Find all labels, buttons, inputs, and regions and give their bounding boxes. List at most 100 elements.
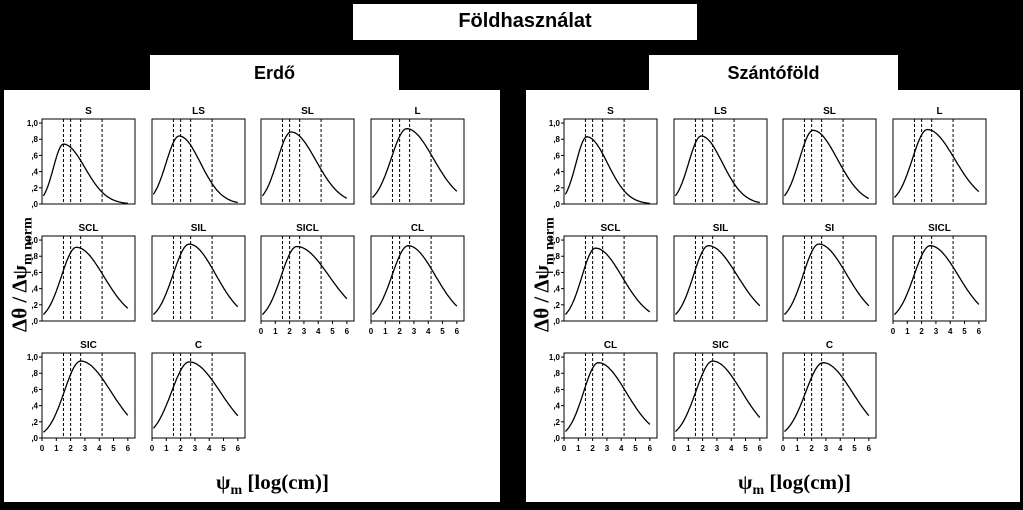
- plot-frame: [370, 118, 465, 205]
- y-tick-label: ,8: [553, 135, 560, 144]
- szantofold-subplot-sl: SL: [782, 106, 877, 205]
- y-tick-label: ,4: [553, 402, 560, 411]
- y-tick-label: ,6: [31, 268, 38, 277]
- x-tick-label: 6: [977, 327, 982, 336]
- series-line-l: [893, 128, 980, 198]
- panel-title-box-left: Erdő: [150, 55, 399, 91]
- szantofold-subplot-s: S ,0 ,2 ,4 ,6 ,8 1,0: [549, 106, 658, 209]
- x-tick-label: 6: [648, 444, 653, 453]
- y-tick-label: ,0: [553, 317, 560, 326]
- x-tick-label: 0: [562, 444, 567, 453]
- y-tick-label: 1,0: [549, 119, 561, 128]
- szantofold-subplot-scl: SCL ,0 ,2 ,4 ,6 ,8 1,0: [549, 223, 658, 326]
- panel-title-box-right: Szántóföld: [649, 55, 898, 91]
- y-tick-label: ,8: [31, 252, 38, 261]
- x-tick-label: 4: [729, 444, 734, 453]
- x-tick-label: 4: [619, 444, 624, 453]
- y-axis-label-left: Δθ / Δψm norm: [7, 217, 36, 332]
- szantofold-subplot-sic: SIC 0 1 2 3 4 5 6: [672, 340, 768, 453]
- subplot-title: SCL: [601, 223, 621, 234]
- plot-frame: [370, 235, 465, 322]
- x-tick-label: 3: [83, 444, 88, 453]
- x-axis-label-right: ψm [log(cm)]: [738, 470, 851, 499]
- y-tick-label: ,2: [553, 418, 560, 427]
- series-line-s: [42, 143, 128, 204]
- series-line-si: [783, 243, 870, 315]
- x-tick-label: 3: [412, 327, 417, 336]
- y-tick-label: 1,0: [549, 236, 561, 245]
- erdo-subplot-s: S ,0 ,2 ,4 ,6 ,8 1,0: [27, 106, 136, 209]
- series-line-scl: [564, 247, 651, 315]
- series-line-sl: [261, 131, 348, 199]
- y-tick-label: ,0: [553, 200, 560, 209]
- x-tick-label: 6: [345, 327, 350, 336]
- series-line-sicl: [893, 245, 980, 315]
- plot-frame: [563, 352, 658, 439]
- x-tick-label: 1: [686, 444, 691, 453]
- subplot-title: SL: [301, 106, 314, 117]
- x-tick-label: 4: [316, 327, 321, 336]
- y-tick-label: ,0: [31, 434, 38, 443]
- x-tick-label: 2: [919, 327, 924, 336]
- y-tick-label: ,8: [553, 252, 560, 261]
- erdo-subplot-c: C 0 1 2 3 4 5 6: [150, 340, 246, 453]
- x-tick-label: 0: [781, 444, 786, 453]
- y-tick-label: ,2: [31, 301, 38, 310]
- series-line-l: [371, 128, 458, 198]
- x-axis-label-left: ψm [log(cm)]: [216, 470, 329, 499]
- y-tick-label: ,0: [553, 434, 560, 443]
- y-tick-label: 1,0: [27, 236, 39, 245]
- panel-right: S ,0,2,4,6,8 1,0 LS SL L SCL ,0,2,4,6,8 1,0 SIL SI…: [526, 90, 1020, 502]
- x-tick-label: 5: [962, 327, 967, 336]
- x-tick-label: 3: [302, 327, 307, 336]
- panel-title-left: Erdő: [253, 63, 295, 83]
- plot-frame: [41, 118, 136, 205]
- series-line-sic: [674, 360, 761, 433]
- subplot-title: C: [826, 340, 833, 351]
- x-tick-label: 1: [905, 327, 910, 336]
- subplot-title: L: [936, 106, 942, 117]
- plot-frame: [151, 118, 246, 205]
- x-tick-label: 1: [576, 444, 581, 453]
- subplot-title: S: [607, 106, 614, 117]
- subplot-title: CL: [604, 340, 617, 351]
- plot-frame: [782, 352, 877, 439]
- header-box: Földhasználat: [353, 4, 697, 40]
- x-tick-label: 5: [633, 444, 638, 453]
- x-tick-label: 3: [824, 444, 829, 453]
- y-axis-label-right: Δθ / Δψm norm: [529, 217, 558, 332]
- x-tick-label: 0: [369, 327, 374, 336]
- y-tick-label: ,4: [31, 285, 38, 294]
- subplot-title: SL: [823, 106, 836, 117]
- szantofold-subplot-sicl: SICL 0 1 2 3 4 5 6: [891, 223, 987, 336]
- x-tick-label: 5: [440, 327, 445, 336]
- x-tick-label: 5: [221, 444, 226, 453]
- y-tick-label: ,8: [553, 369, 560, 378]
- szantofold-subplot-ls: LS: [673, 106, 768, 205]
- x-tick-label: 2: [287, 327, 292, 336]
- series-line-sil: [674, 245, 761, 315]
- x-tick-label: 6: [236, 444, 241, 453]
- plot-frame: [892, 118, 987, 205]
- subplot-title: S: [85, 106, 92, 117]
- szantofold-subplot-sil: SIL: [673, 223, 768, 322]
- plot-frame: [892, 235, 987, 322]
- y-tick-label: ,4: [31, 168, 38, 177]
- x-tick-label: 5: [743, 444, 748, 453]
- y-tick-label: ,6: [31, 151, 38, 160]
- plot-frame: [41, 352, 136, 439]
- x-tick-label: 4: [838, 444, 843, 453]
- x-tick-label: 4: [97, 444, 102, 453]
- szantofold-subplot-c: C 0 1 2 3 4 5 6: [781, 340, 877, 453]
- x-tick-label: 0: [672, 444, 677, 453]
- subplot-title: SIL: [713, 223, 729, 234]
- erdo-subplot-cl: CL 0 1 2 3 4 5 6: [369, 223, 465, 336]
- erdo-subplot-l: L: [370, 106, 465, 205]
- y-tick-label: ,8: [31, 135, 38, 144]
- x-tick-label: 0: [259, 327, 264, 336]
- erdo-subplot-ls: LS: [151, 106, 246, 205]
- y-tick-label: ,6: [553, 385, 560, 394]
- x-tick-label: 2: [809, 444, 814, 453]
